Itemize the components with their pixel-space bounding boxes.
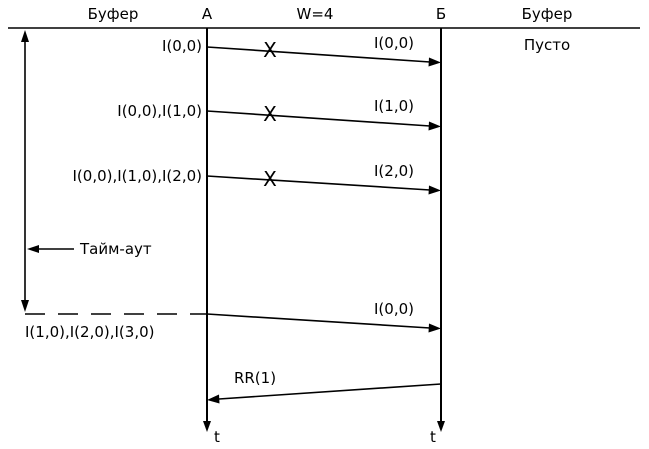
frame-1-label: I(0,0) bbox=[374, 34, 414, 52]
frame-2-arrowhead bbox=[428, 121, 441, 131]
frame-3-arrowhead bbox=[428, 185, 441, 195]
frame-3-lost-marker: X bbox=[263, 167, 277, 191]
time-label-b: t bbox=[430, 428, 436, 446]
sender-buffer-2: I(0,0),I(1,0) bbox=[117, 102, 202, 120]
timeout-label: Тайм-аут bbox=[79, 240, 152, 258]
ack-arrowhead bbox=[207, 394, 220, 404]
window-size-header: W=4 bbox=[297, 5, 334, 23]
sender-buffer-3: I(0,0),I(1,0),I(2,0) bbox=[73, 167, 203, 185]
buffer-b-header: Буфер bbox=[522, 5, 573, 23]
timeout-interval-top-arrowhead bbox=[21, 30, 29, 42]
retransmit-arrowhead bbox=[428, 323, 441, 333]
receiver-buffer-state: Пусто bbox=[524, 36, 570, 54]
retransmit-arrow bbox=[206, 313, 431, 329]
frame-1-lost-marker: X bbox=[263, 38, 277, 62]
station-b-timeline-arrowhead bbox=[437, 421, 445, 432]
frame-1-arrowhead bbox=[428, 57, 441, 67]
frame-2-lost-marker: X bbox=[263, 102, 277, 126]
frame-3-label: I(2,0) bbox=[374, 162, 414, 180]
station-a-header: A bbox=[202, 5, 213, 23]
frame-1-arrow bbox=[206, 46, 431, 63]
timeout-interval-bottom-arrowhead bbox=[21, 300, 29, 312]
sender-buffer-after-retransmit: I(1,0),I(2,0),I(3,0) bbox=[25, 323, 155, 341]
ack-arrow bbox=[218, 383, 442, 400]
sender-buffer-1: I(0,0) bbox=[162, 37, 202, 55]
station-b-header: Б bbox=[436, 5, 446, 23]
frame-2-arrow bbox=[206, 110, 431, 127]
timeout-pointer-arrowhead bbox=[27, 245, 39, 253]
ack-label: RR(1) bbox=[234, 369, 276, 387]
retransmit-label: I(0,0) bbox=[374, 300, 414, 318]
time-label-a: t bbox=[214, 428, 220, 446]
frame-2-label: I(1,0) bbox=[374, 97, 414, 115]
frame-3-arrow bbox=[206, 175, 431, 191]
buffer-a-header: Буфер bbox=[88, 5, 139, 23]
station-a-timeline-arrowhead bbox=[203, 421, 211, 432]
